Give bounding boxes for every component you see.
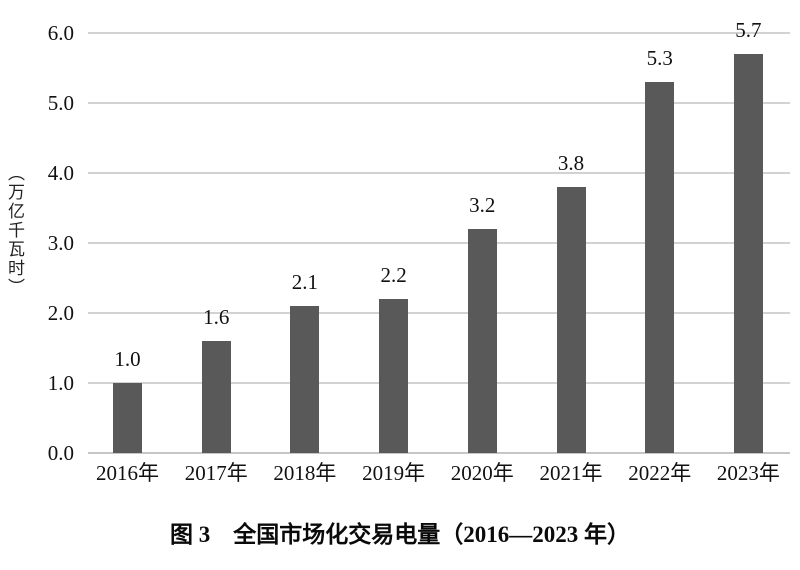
chart-title: 图 3 全国市场化交易电量（2016—2023 年） (170, 522, 630, 547)
x-tick-label: 2017年 (184, 461, 248, 485)
bar-value-label: 3.2 (469, 193, 496, 217)
gridline (88, 312, 790, 314)
gridline (88, 382, 790, 384)
x-tick-label: 2018年 (273, 461, 337, 485)
x-tick-label: 2021年 (539, 461, 603, 485)
y-axis-label: （万亿千瓦时） (5, 164, 24, 297)
y-tick-label: 1.0 (47, 371, 74, 395)
bar (556, 187, 586, 453)
gridline (88, 102, 790, 104)
bar (645, 82, 675, 453)
x-tick-label: 2023年 (716, 461, 780, 485)
bar-value-label: 2.1 (291, 270, 319, 294)
gridline (88, 32, 790, 34)
x-tick-label: 2020年 (450, 461, 514, 485)
y-tick-label: 4.0 (47, 161, 74, 185)
x-axis-line (88, 452, 790, 454)
bar-value-label: 5.3 (646, 46, 673, 70)
x-tick-label: 2019年 (362, 461, 426, 485)
bar-value-label: 5.7 (735, 18, 762, 42)
gridline (88, 172, 790, 174)
y-tick-label: 2.0 (47, 301, 74, 325)
bar-value-label: 2.2 (380, 263, 407, 287)
y-tick-label: 5.0 (47, 91, 74, 115)
bar (290, 306, 320, 453)
y-tick-label: 0.0 (47, 441, 74, 465)
y-tick-label: 3.0 (47, 231, 74, 255)
bar (379, 299, 409, 453)
x-tick-label: 2022年 (628, 461, 692, 485)
gridline (88, 242, 790, 244)
bar-value-label: 1.0 (114, 347, 141, 371)
x-tick-label: 2016年 (96, 461, 159, 485)
bar (467, 229, 497, 453)
bar (201, 341, 231, 453)
bar (113, 383, 142, 453)
bar-value-label: 3.8 (557, 151, 585, 175)
bar (733, 54, 763, 453)
y-tick-label: 6.0 (47, 21, 74, 45)
bar-value-label: 1.6 (203, 305, 230, 329)
